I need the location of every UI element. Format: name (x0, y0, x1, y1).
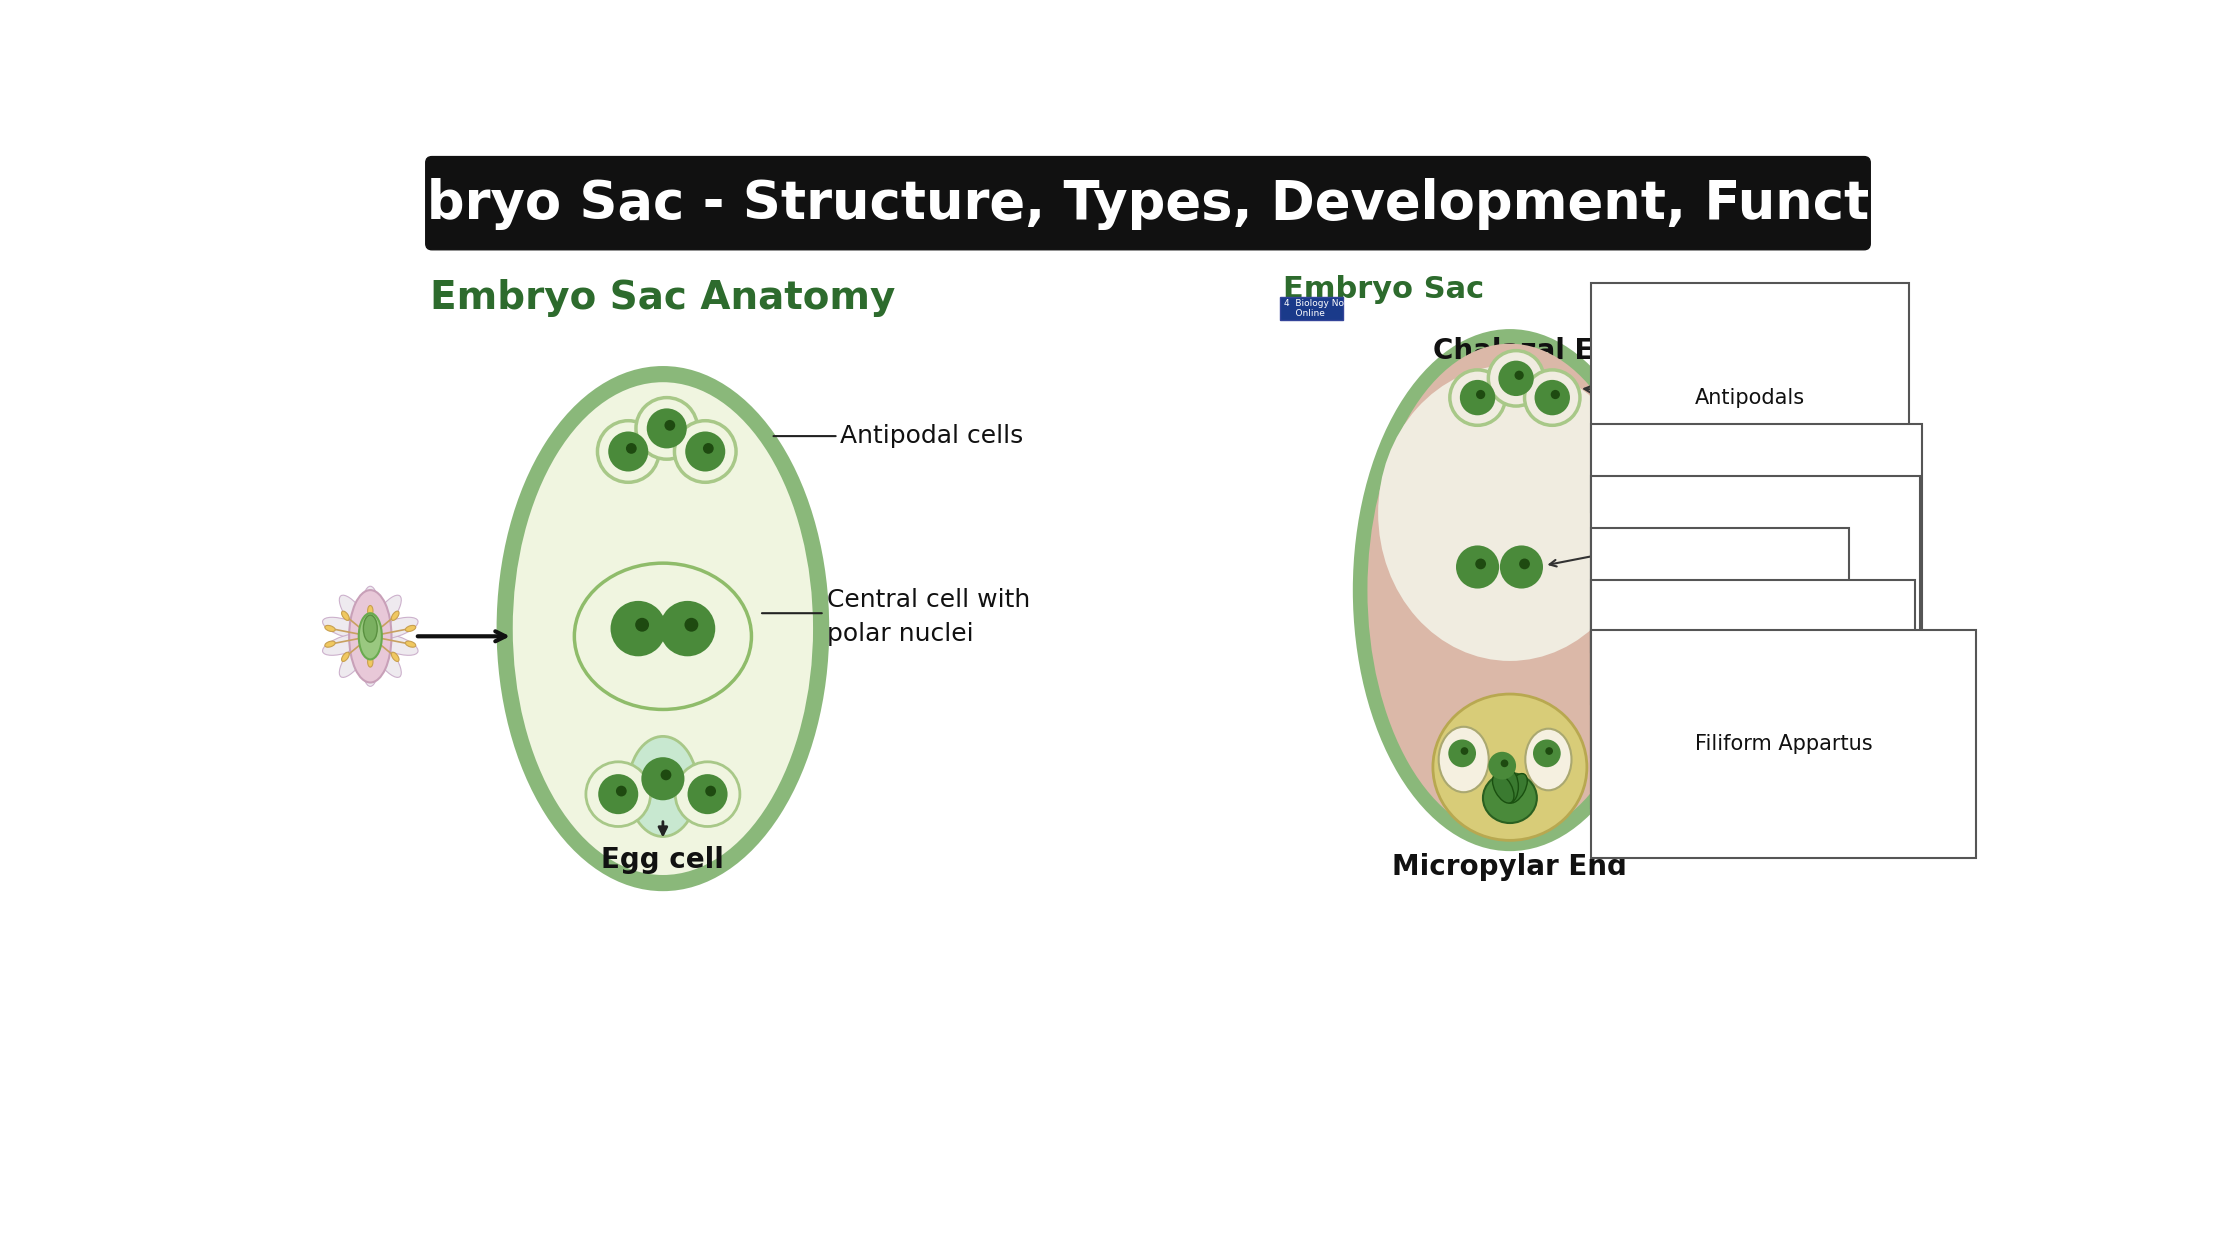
Circle shape (661, 770, 672, 780)
Ellipse shape (340, 653, 349, 662)
Ellipse shape (338, 595, 370, 635)
Ellipse shape (627, 736, 697, 837)
Ellipse shape (363, 586, 379, 634)
Ellipse shape (323, 617, 367, 639)
Circle shape (636, 398, 697, 459)
Circle shape (636, 617, 650, 631)
Ellipse shape (372, 617, 419, 639)
FancyBboxPatch shape (426, 156, 1870, 249)
Text: Eggs: Eggs (1696, 633, 1745, 653)
Circle shape (665, 420, 674, 431)
Circle shape (612, 601, 665, 656)
Ellipse shape (372, 634, 419, 655)
Circle shape (688, 774, 728, 814)
Text: Central Cell: Central Cell (1696, 580, 1817, 600)
Circle shape (625, 444, 636, 454)
Circle shape (1550, 389, 1559, 399)
Ellipse shape (392, 611, 399, 620)
Ellipse shape (1483, 772, 1537, 823)
Text: Polar Nuclei: Polar Nuclei (1696, 528, 1819, 548)
Circle shape (1449, 740, 1476, 767)
Text: Embryo Sac: Embryo Sac (1284, 275, 1483, 305)
Circle shape (1449, 370, 1505, 426)
Circle shape (1546, 747, 1552, 755)
Ellipse shape (405, 625, 417, 631)
Circle shape (685, 431, 726, 471)
Circle shape (1456, 546, 1499, 588)
Circle shape (1460, 379, 1496, 416)
Ellipse shape (349, 590, 392, 683)
Text: Filiform Appartus: Filiform Appartus (1696, 735, 1873, 753)
Circle shape (598, 774, 638, 814)
Text: 4  Biology Notes
    Online: 4 Biology Notes Online (1284, 299, 1357, 318)
Circle shape (587, 762, 650, 827)
Ellipse shape (367, 606, 374, 616)
Circle shape (1501, 760, 1508, 767)
Ellipse shape (367, 656, 374, 667)
Text: Embryo Sac Anatomy: Embryo Sac Anatomy (430, 278, 896, 316)
Text: Antipodal cells: Antipodal cells (840, 425, 1024, 449)
Ellipse shape (405, 641, 417, 648)
Text: Embryo Sac - Structure, Types, Development, Function: Embryo Sac - Structure, Types, Developme… (336, 178, 1960, 229)
Circle shape (1525, 370, 1579, 426)
Circle shape (1499, 360, 1534, 396)
Circle shape (703, 444, 715, 454)
Ellipse shape (340, 611, 349, 620)
Text: Chalazal End: Chalazal End (1434, 338, 1633, 365)
Ellipse shape (1353, 329, 1667, 852)
Circle shape (706, 786, 717, 796)
Circle shape (598, 421, 659, 483)
Text: Antipodals: Antipodals (1696, 388, 1805, 407)
Ellipse shape (363, 639, 379, 687)
Circle shape (1501, 546, 1543, 588)
Ellipse shape (1501, 770, 1519, 803)
Ellipse shape (370, 595, 401, 635)
Ellipse shape (338, 638, 370, 678)
Circle shape (641, 757, 685, 800)
Ellipse shape (1492, 774, 1514, 803)
Circle shape (609, 431, 647, 471)
Text: Central cell with
polar nuclei: Central cell with polar nuclei (827, 588, 1030, 646)
Ellipse shape (1525, 728, 1572, 790)
Circle shape (1532, 740, 1561, 767)
Circle shape (674, 421, 737, 483)
Ellipse shape (1505, 774, 1528, 803)
Circle shape (1534, 379, 1570, 416)
Circle shape (1514, 370, 1523, 381)
Ellipse shape (513, 382, 813, 874)
Circle shape (1487, 350, 1543, 406)
Ellipse shape (325, 641, 336, 648)
Circle shape (1476, 389, 1485, 399)
Ellipse shape (497, 365, 829, 891)
Ellipse shape (392, 653, 399, 662)
Text: Synergidsa: Synergidsa (1696, 684, 1810, 704)
Ellipse shape (323, 634, 367, 655)
Circle shape (616, 786, 627, 796)
Ellipse shape (1366, 344, 1653, 837)
Text: Micropylar End: Micropylar End (1393, 853, 1626, 881)
Ellipse shape (1438, 727, 1490, 793)
Circle shape (1460, 747, 1467, 755)
Circle shape (1476, 558, 1485, 570)
Ellipse shape (358, 614, 381, 659)
Circle shape (685, 617, 699, 631)
Ellipse shape (363, 615, 376, 643)
Ellipse shape (1378, 365, 1642, 662)
Circle shape (661, 601, 715, 656)
FancyBboxPatch shape (1279, 297, 1342, 320)
Circle shape (647, 408, 688, 449)
Ellipse shape (1434, 694, 1586, 840)
Ellipse shape (325, 625, 336, 631)
Circle shape (1487, 752, 1516, 780)
Ellipse shape (370, 638, 401, 678)
Circle shape (674, 762, 739, 827)
Text: Egg cell: Egg cell (603, 845, 724, 873)
Circle shape (1519, 558, 1530, 570)
